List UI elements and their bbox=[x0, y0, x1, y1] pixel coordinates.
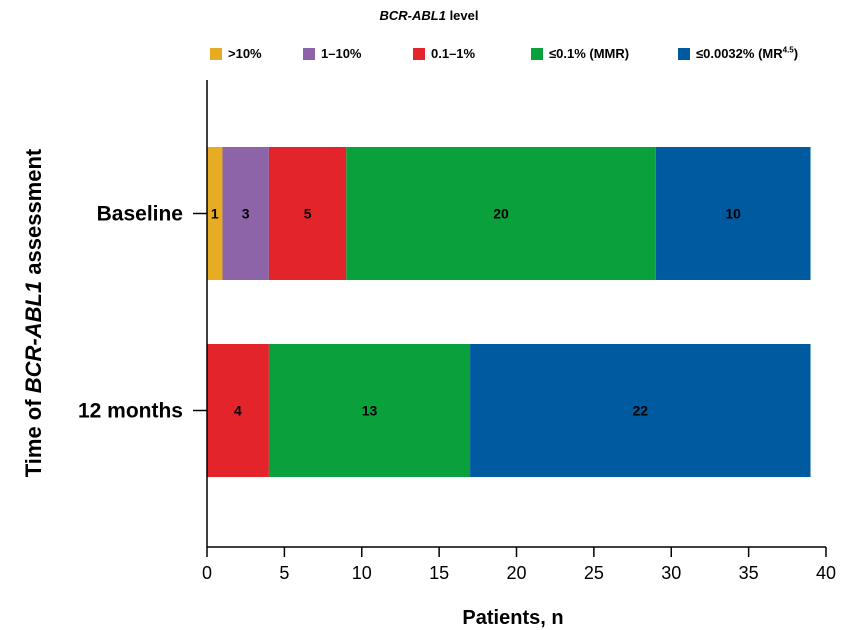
data-label-0-0: 1 bbox=[211, 206, 219, 222]
legend-item-gt10: >10% bbox=[210, 46, 262, 61]
legend-item-mr45: ≤0.0032% (MR4.5) bbox=[678, 46, 798, 61]
data-label-0-4: 10 bbox=[725, 206, 741, 222]
x-tick-label-8: 40 bbox=[816, 563, 836, 583]
x-tick-label-4: 20 bbox=[506, 563, 526, 583]
data-label-0-3: 20 bbox=[493, 206, 509, 222]
legend: >10% 1–10% 0.1–1% ≤0.1% (MMR) ≤0.0032% (… bbox=[0, 46, 858, 64]
legend-label-01-1: 0.1–1% bbox=[431, 46, 476, 61]
bar-segment-1-4 bbox=[470, 344, 811, 477]
bar-segment-1-3 bbox=[268, 344, 471, 477]
legend-label-mmr: ≤0.1% (MMR) bbox=[549, 46, 630, 61]
x-tick-label-5: 25 bbox=[584, 563, 604, 583]
data-label-0-2: 5 bbox=[304, 206, 312, 222]
bar-segment-0-4 bbox=[655, 147, 811, 280]
legend-label-mr45: ≤0.0032% (MR4.5) bbox=[696, 45, 799, 61]
bar-segment-1-2 bbox=[207, 344, 269, 477]
legend-swatch-01-1 bbox=[413, 47, 425, 60]
data-label-1-2: 4 bbox=[234, 403, 242, 419]
legend-title: BCR-ABL1 level bbox=[0, 8, 858, 23]
legend-swatch-mmr bbox=[531, 47, 543, 60]
x-tick-label-0: 0 bbox=[202, 563, 212, 583]
bar-segment-0-0 bbox=[207, 147, 223, 280]
legend-title-gene: BCR-ABL1 bbox=[379, 8, 446, 23]
legend-label-1-10: 1–10% bbox=[321, 46, 362, 61]
legend-item-01-1: 0.1–1% bbox=[413, 46, 475, 61]
bars-group: 1 3 5 20 104 13 22 bbox=[207, 147, 811, 477]
bar-segment-0-1 bbox=[222, 147, 269, 280]
bar-segment-0-3 bbox=[346, 147, 656, 280]
y-axis-label: Time of BCR-ABL1 assessment bbox=[21, 148, 46, 477]
x-tick-label-6: 30 bbox=[661, 563, 681, 583]
x-axis-label: Patients, n bbox=[462, 607, 563, 629]
data-label-1-3: 13 bbox=[362, 403, 378, 419]
legend-swatch-1-10 bbox=[303, 47, 315, 60]
legend-label-gt10: >10% bbox=[228, 46, 262, 61]
x-tick-label-1: 5 bbox=[279, 563, 289, 583]
y-tick-label-1: 12 months bbox=[78, 400, 183, 423]
data-label-1-4: 22 bbox=[633, 403, 649, 419]
legend-swatch-mr45 bbox=[678, 47, 690, 60]
y-tick-label-0: Baseline bbox=[97, 203, 183, 226]
data-label-0-1: 3 bbox=[242, 206, 250, 222]
x-tick-label-7: 35 bbox=[739, 563, 759, 583]
bar-segment-0-2 bbox=[268, 147, 347, 280]
legend-swatch-gt10 bbox=[210, 47, 222, 60]
legend-item-1-10: 1–10% bbox=[303, 46, 361, 61]
x-tick-label-3: 15 bbox=[429, 563, 449, 583]
legend-item-mmr: ≤0.1% (MMR) bbox=[531, 46, 629, 61]
legend-title-rest: level bbox=[445, 8, 479, 23]
x-tick-label-2: 10 bbox=[352, 563, 372, 583]
